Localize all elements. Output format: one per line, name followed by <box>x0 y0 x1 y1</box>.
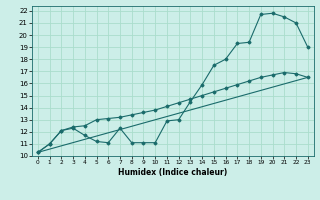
X-axis label: Humidex (Indice chaleur): Humidex (Indice chaleur) <box>118 168 228 177</box>
